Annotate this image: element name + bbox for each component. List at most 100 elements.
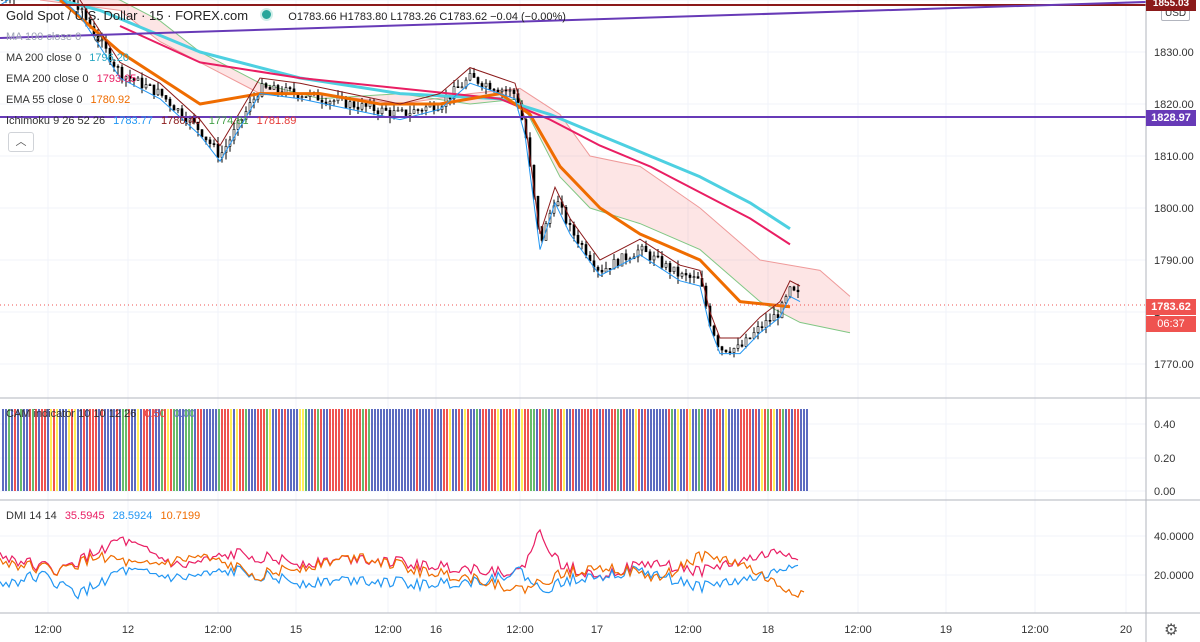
candle-body — [676, 266, 680, 277]
time-tick-label[interactable]: 16 — [430, 624, 442, 636]
legend-cam[interactable]: CAM indicator 10 10 12 26 0.50 0.00 — [6, 407, 200, 421]
candle-body — [604, 268, 608, 273]
top-line-label: 1855.03 — [1146, 0, 1196, 11]
legend-ema55[interactable]: EMA 55 close 0 1780.92 — [6, 93, 135, 107]
cam-bar — [83, 409, 85, 491]
dmi-tick-label: 40.0000 — [1154, 531, 1194, 543]
legend-dmi[interactable]: DMI 14 14 35.5945 28.5924 10.7199 — [6, 509, 205, 523]
time-tick-label[interactable]: 12:00 — [506, 624, 534, 636]
cam-bar — [629, 409, 631, 491]
legend-ema200[interactable]: EMA 200 close 0 1793.05 — [6, 72, 141, 86]
cam-bar — [701, 409, 703, 491]
cam-bar — [143, 409, 145, 491]
cam-bar — [452, 409, 454, 491]
cam-bar — [662, 409, 664, 491]
cam-bar — [758, 409, 760, 491]
time-tick-label[interactable]: 15 — [290, 624, 302, 636]
cam-bar — [431, 409, 433, 491]
cam-bar — [200, 409, 202, 491]
candle-body — [176, 108, 180, 111]
cam-bar — [185, 409, 187, 491]
cam-bar — [134, 409, 136, 491]
legend-ma200[interactable]: MA 200 close 0 1796.20 — [6, 51, 134, 65]
time-tick-label[interactable]: 12:00 — [1021, 624, 1049, 636]
series-ema-200-close-0[interactable] — [119, 25, 791, 246]
candle-body — [188, 118, 192, 123]
cam-bar — [797, 409, 799, 491]
candle-body — [456, 86, 460, 89]
cam-bar — [197, 409, 199, 491]
time-tick-label[interactable]: 20 — [1120, 624, 1132, 636]
candle-body — [196, 121, 200, 130]
cam-bar — [23, 409, 25, 491]
time-tick-label[interactable]: 12:00 — [374, 624, 402, 636]
candle-body — [580, 243, 584, 245]
cam-bar — [416, 409, 418, 491]
candle-body — [348, 101, 352, 108]
cam-bar — [620, 409, 622, 491]
series-ma-200-close-0[interactable] — [0, 0, 791, 231]
candle-body — [412, 109, 416, 114]
dmi-minus-line[interactable] — [0, 564, 799, 600]
trend-line[interactable] — [0, 1, 1147, 39]
cam-bar — [86, 409, 88, 491]
cam-bar — [284, 409, 286, 491]
cam-bar — [494, 409, 496, 491]
legend-ichimoku[interactable]: Ichimoku 9 26 52 26 1783.77 1780.40 1774… — [6, 114, 301, 128]
cam-bar — [380, 409, 382, 491]
cam-bar — [335, 409, 337, 491]
dmi-tick-label: 20.0000 — [1154, 570, 1194, 582]
hidden-eye-icon[interactable]: ⊘ — [93, 31, 104, 45]
time-tick-label[interactable]: 19 — [940, 624, 952, 636]
cam-bar — [104, 409, 106, 491]
candle-body — [772, 314, 776, 322]
cam-tick-label: 0.40 — [1154, 419, 1175, 431]
cam-bar — [35, 409, 37, 491]
time-tick-label[interactable]: 17 — [591, 624, 603, 636]
cam-bar — [74, 409, 76, 491]
dmi-plus-line[interactable] — [0, 528, 799, 582]
price-pane[interactable] — [0, 0, 851, 358]
candle-body — [264, 83, 268, 88]
ichimoku-label: Ichimoku 9 26 52 26 — [6, 115, 106, 127]
dmi-adx-line[interactable] — [0, 550, 805, 598]
cam-bar — [719, 409, 721, 491]
cam-bar — [503, 409, 505, 491]
time-tick-label[interactable]: 12:00 — [844, 624, 872, 636]
candle-body — [724, 349, 728, 353]
settings-gear-icon[interactable]: ⚙ — [1164, 622, 1179, 639]
symbol-title[interactable]: Gold Spot / U.S. Dollar · 15 · FOREX.com — [6, 8, 249, 23]
cam-bar — [506, 409, 508, 491]
cam-bar — [275, 409, 277, 491]
cam-v1: 0.50 — [144, 408, 166, 420]
legend-ma100[interactable]: MA 100 close 0 — [6, 30, 86, 44]
time-tick-label[interactable]: 12 — [122, 624, 134, 636]
cam-bar — [461, 409, 463, 491]
time-tick-label[interactable]: 12:00 — [674, 624, 702, 636]
candle-body — [512, 89, 516, 94]
cam-bar — [89, 409, 91, 491]
dmi-pane[interactable] — [0, 528, 805, 600]
cam-bar — [557, 409, 559, 491]
cam-bar — [8, 409, 10, 491]
time-tick-label[interactable]: 12:00 — [34, 624, 62, 636]
cam-bar — [113, 409, 115, 491]
time-tick-label[interactable]: 12:00 — [204, 624, 232, 636]
candle-body — [216, 143, 220, 158]
cam-bar — [158, 409, 160, 491]
cam-bar — [527, 409, 529, 491]
cam-bar — [644, 409, 646, 491]
candle-body — [608, 268, 612, 270]
candle-body — [212, 143, 216, 145]
cam-bar — [41, 409, 43, 491]
candle-body — [564, 207, 568, 224]
cam-pane[interactable] — [2, 409, 808, 491]
cam-bar — [233, 409, 235, 491]
candle-body — [156, 88, 160, 96]
time-tick-label[interactable]: 18 — [762, 624, 774, 636]
chart-header: Gold Spot / U.S. Dollar · 15 · FOREX.com… — [6, 8, 566, 23]
cam-bar — [338, 409, 340, 491]
candle-body — [360, 103, 364, 110]
collapse-legend-button[interactable]: ︿ — [8, 132, 34, 152]
